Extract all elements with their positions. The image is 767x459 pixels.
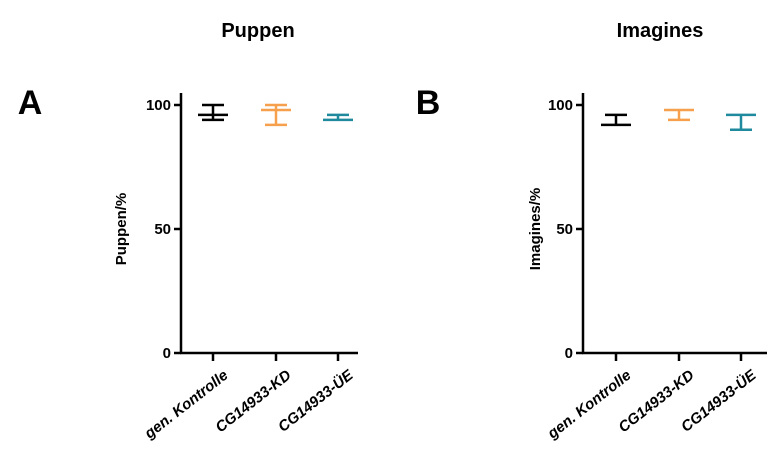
panel-label-a: A [18,84,43,122]
y-tick-label: 0 [163,345,171,362]
x-category-label: gen. Kontrolle [141,367,232,443]
y-tick-label: 0 [565,345,573,362]
panel-label-b: B [416,84,441,122]
y-tick-label: 50 [154,221,171,238]
y-tick-label: 50 [556,221,573,238]
y-axis-label-imagines: Imagines/% [527,188,544,271]
x-category-label: gen. Kontrolle [544,367,635,443]
panel-title-imagines: Imagines [617,20,704,42]
y-axis-label-puppen: Puppen/% [113,193,130,266]
panel-b: B Imagines Imagines/% 0 50 100 gen. Kontrol… [416,20,767,443]
y-tick-label: 100 [548,97,573,114]
y-tick-label: 100 [146,97,171,114]
panel-title-puppen: Puppen [221,20,294,42]
